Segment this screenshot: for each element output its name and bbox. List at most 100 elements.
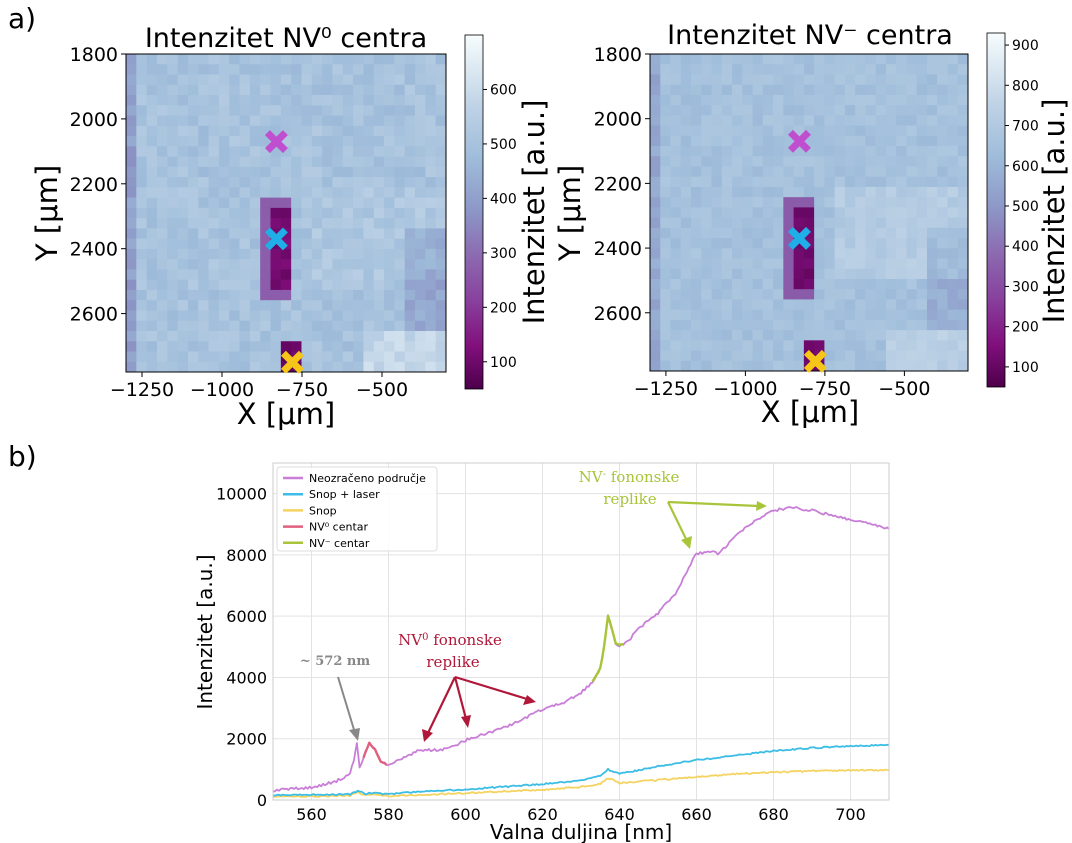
- heatmap-cell: [701, 238, 713, 249]
- y-tick-label: 1800: [70, 44, 118, 66]
- heatmap-cell: [680, 54, 692, 65]
- heatmap-cell: [834, 289, 846, 300]
- heatmap-cell: [701, 330, 713, 341]
- heatmap-cell: [404, 95, 416, 106]
- heatmap-cell: [732, 94, 743, 106]
- heatmap-cell: [332, 166, 344, 178]
- heatmap-cell: [947, 166, 959, 178]
- heatmap-cell: [167, 259, 179, 270]
- heatmap-cell: [947, 146, 959, 157]
- heatmap-cell: [691, 330, 702, 341]
- heatmap-cell: [208, 238, 220, 250]
- heatmap-cell: [363, 74, 375, 86]
- heatmap-cell: [783, 319, 795, 331]
- heatmap-cell: [394, 136, 406, 147]
- heatmap-cell: [762, 135, 774, 147]
- heatmap-cell: [415, 341, 426, 352]
- heatmap-cell: [260, 166, 272, 178]
- heatmap-cell: [875, 258, 887, 270]
- heatmap-cell: [814, 289, 825, 300]
- x-tick-label: −1000: [190, 379, 254, 401]
- heatmap-cell: [322, 361, 333, 373]
- heatmap-cell: [187, 300, 199, 311]
- heatmap-cell: [208, 136, 220, 147]
- heatmap-cell: [270, 289, 282, 301]
- heatmap-cell: [926, 207, 938, 219]
- heatmap-cell: [660, 166, 672, 178]
- heatmap-cell: [711, 125, 723, 137]
- y-tick-label: 1800: [594, 44, 642, 66]
- colorbar-tick-label: 400: [1012, 239, 1039, 255]
- heatmap-cell: [752, 319, 764, 331]
- heatmap-cell: [947, 360, 959, 372]
- heatmap-cell: [208, 248, 220, 260]
- heatmap-cell: [373, 248, 385, 260]
- heatmap-cell: [239, 166, 251, 178]
- heatmap-cell: [711, 84, 723, 96]
- heatmap-cell: [855, 176, 866, 188]
- heatmap-cell: [167, 330, 179, 342]
- heatmap-cell: [865, 217, 877, 229]
- annotation-arrows: [667, 500, 767, 549]
- heatmap-cell: [855, 115, 866, 127]
- heatmap-cell: [732, 207, 743, 219]
- heatmap-cell: [404, 74, 416, 86]
- x-tick-label: 620: [527, 805, 558, 824]
- heatmap-cell: [156, 54, 168, 65]
- heatmap-cell: [660, 330, 672, 341]
- heatmap-cell: [384, 187, 395, 199]
- heatmap-cell: [342, 95, 354, 106]
- heatmap-cell: [126, 341, 137, 352]
- heatmap-cell: [937, 309, 948, 321]
- heatmap-cell: [187, 259, 199, 270]
- heatmap-cell: [435, 156, 447, 168]
- heatmap-cell: [249, 197, 261, 209]
- heatmap-cell: [218, 95, 230, 106]
- heatmap-cell: [404, 351, 416, 363]
- heatmap-cell: [177, 197, 189, 209]
- heatmap-cell: [239, 64, 251, 76]
- heatmap-cell: [814, 248, 825, 260]
- heatmap-cell: [711, 207, 723, 219]
- heatmap-cell: [187, 136, 199, 147]
- heatmap-cell: [187, 289, 199, 301]
- heatmap-cell: [363, 84, 375, 96]
- heatmap-cell: [906, 248, 918, 260]
- heatmap-cell: [249, 125, 261, 137]
- heatmap-cell: [650, 278, 661, 290]
- heatmap-cell: [384, 115, 395, 127]
- heatmap-cell: [280, 248, 292, 260]
- heatmap-cell: [875, 248, 887, 260]
- heatmap-cell: [732, 278, 743, 290]
- heatmap-cell: [937, 299, 948, 311]
- heatmap-cell: [650, 340, 661, 352]
- heatmap-cell: [957, 135, 969, 147]
- heatmap-cell: [260, 330, 272, 342]
- heatmap-cell: [875, 350, 887, 362]
- heatmap-cell: [270, 95, 282, 106]
- heatmap-cell: [301, 269, 313, 281]
- heatmap-cell: [156, 95, 168, 106]
- heatmap-cell: [957, 146, 969, 157]
- heatmap-cell: [721, 64, 733, 75]
- heatmap-cell: [373, 330, 385, 342]
- heatmap-cell: [855, 238, 866, 249]
- heatmap-cell: [875, 156, 887, 167]
- heatmap-cell: [260, 320, 272, 332]
- colorbar-tick-label: 300: [490, 246, 517, 262]
- heatmap-cell: [404, 146, 416, 158]
- heatmap-cell: [353, 238, 364, 250]
- heatmap-cell: [875, 94, 887, 106]
- heatmap-cell: [926, 146, 938, 157]
- heatmap-title: Intenzitet NV⁻ centra: [667, 20, 953, 51]
- annotation-arrow: [337, 676, 356, 734]
- heatmap-cell: [156, 279, 168, 291]
- heatmap-cell: [270, 320, 282, 332]
- heatmap-cell: [721, 350, 733, 362]
- heatmap-cell: [752, 166, 764, 178]
- heatmap-cell: [394, 228, 406, 240]
- heatmap-cell: [906, 146, 918, 157]
- heatmap-cell: [721, 176, 733, 188]
- heatmap-cell: [311, 341, 323, 352]
- heatmap-cell: [425, 125, 437, 137]
